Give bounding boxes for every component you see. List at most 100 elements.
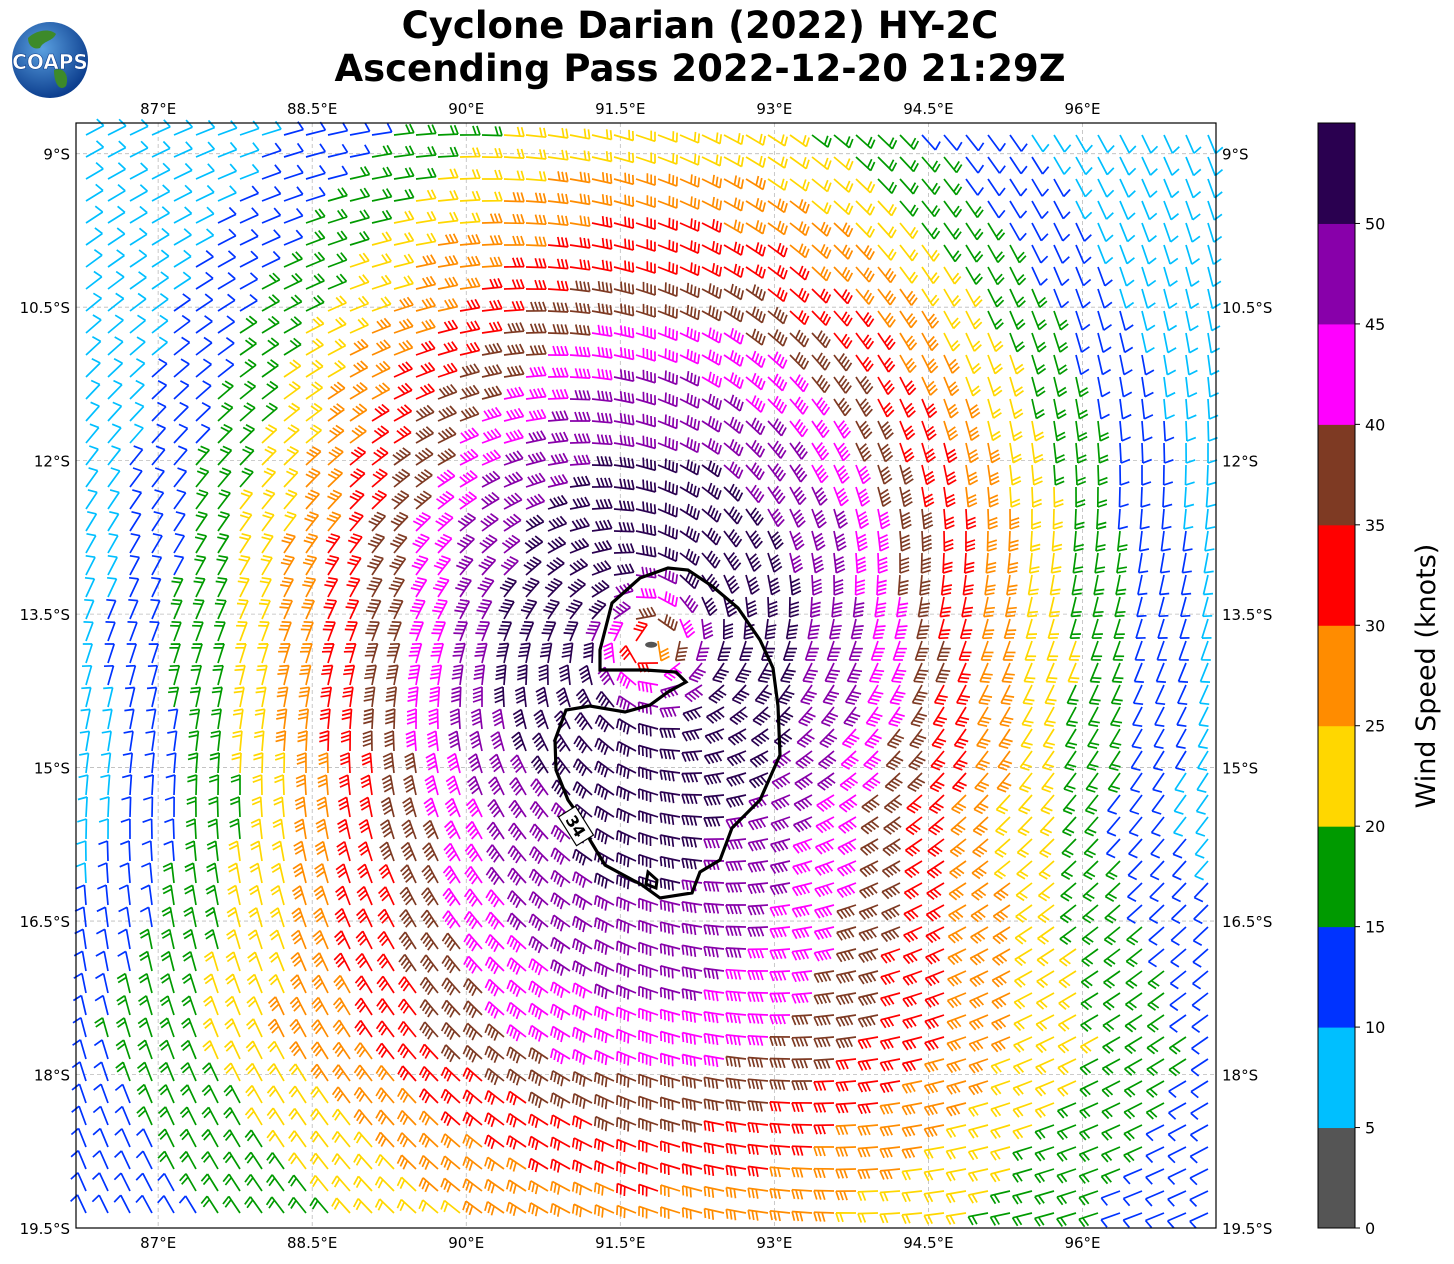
wind-barb [91, 1194, 109, 1214]
wind-barb [879, 1036, 901, 1050]
wind-barb [1002, 640, 1016, 661]
wind-barb [1119, 244, 1135, 265]
wind-barb [569, 517, 591, 532]
wind-barb [497, 621, 513, 642]
wind-barb [484, 1200, 505, 1216]
wind-barb [965, 134, 985, 152]
wind-barb [767, 395, 788, 414]
wind-barb [151, 554, 163, 576]
wind-barb [324, 576, 339, 598]
wind-barb [1149, 882, 1165, 903]
map-frame [75, 122, 1217, 1229]
wind-barb [1083, 860, 1099, 881]
wind-barb [253, 730, 265, 752]
wind-barb [437, 276, 459, 290]
wind-barb [239, 489, 254, 510]
wind-barb [967, 1168, 989, 1182]
wind-barb [679, 196, 701, 210]
wind-barb [865, 706, 883, 727]
wind-barb [813, 1058, 835, 1070]
wind-barb [1119, 222, 1136, 243]
wind-barb [659, 877, 681, 891]
wind-barb [1009, 398, 1024, 420]
wind-barb [85, 118, 105, 136]
wind-barb [1001, 662, 1015, 684]
wind-barb [811, 200, 832, 215]
wind-barb [107, 401, 123, 422]
wind-barb [398, 953, 417, 973]
wind-barb [1160, 530, 1171, 552]
wind-barb [681, 879, 703, 892]
wind-barb [1119, 442, 1131, 464]
wind-barb [613, 369, 635, 383]
wind-barb [507, 822, 527, 841]
wind-barb [870, 640, 885, 661]
wind-barb [270, 884, 285, 906]
wind-barb [613, 194, 635, 208]
wind-barb [173, 184, 193, 202]
storm-center-marker [645, 641, 658, 648]
wind-barb [481, 449, 502, 466]
wind-barb [987, 156, 1006, 174]
wind-barb [813, 992, 835, 1005]
wind-barb [638, 1183, 659, 1197]
wind-barb [637, 722, 659, 737]
wind-barb [965, 508, 977, 530]
wind-barb [1207, 134, 1224, 155]
wind-barb [1183, 508, 1194, 530]
wind-barb [835, 992, 857, 1006]
wind-barb [899, 244, 919, 262]
wind-barb [638, 985, 659, 1000]
wind-barb [549, 1136, 571, 1151]
wind-barb [701, 371, 723, 388]
wind-barb [168, 664, 181, 686]
wind-barb [928, 794, 945, 814]
wind-barb [965, 310, 983, 330]
wind-barb [437, 168, 459, 180]
wind-barb [612, 601, 631, 620]
wind-barb [146, 708, 157, 730]
wind-barb [1122, 1168, 1143, 1185]
wind-barb [1109, 728, 1122, 750]
wind-barb [679, 240, 701, 254]
wind-barb [151, 184, 171, 202]
wind-barb [969, 948, 989, 966]
wind-barb [943, 200, 963, 218]
wind-barb [77, 796, 88, 818]
wind-barb [1008, 530, 1019, 552]
wind-barb [420, 887, 439, 906]
wind-barb [877, 288, 897, 306]
wind-barb [462, 1044, 483, 1063]
wind-barb [391, 490, 410, 510]
wind-barb [1194, 860, 1209, 881]
wind-barb [679, 481, 701, 498]
wind-barb [283, 121, 305, 136]
wind-barb [899, 552, 910, 574]
wind-barb [968, 1102, 989, 1117]
wind-barb [877, 332, 896, 351]
wind-barb [120, 818, 131, 840]
wind-barb [809, 596, 821, 618]
wind-barb [477, 577, 495, 598]
wind-barb [441, 999, 461, 1018]
wind-barb [296, 752, 307, 774]
wind-barb [1163, 332, 1177, 354]
wind-barb [745, 596, 758, 618]
wind-barb [1009, 508, 1020, 530]
wind-barb [703, 838, 725, 849]
wind-barb [503, 213, 525, 225]
wind-barb [481, 342, 503, 356]
wind-barb [953, 728, 969, 749]
wind-barb [987, 354, 1003, 375]
wind-barb [701, 154, 723, 167]
wind-barb [1163, 354, 1177, 376]
wind-barb [1163, 310, 1178, 332]
wind-barb [1009, 354, 1025, 375]
wind-barb [320, 686, 333, 708]
wind-barb [1031, 178, 1050, 197]
wind-barb [1036, 970, 1055, 989]
wind-barb [877, 552, 888, 574]
wind-barb [745, 439, 766, 458]
wind-barb [811, 221, 832, 237]
wind-barb [151, 119, 171, 136]
